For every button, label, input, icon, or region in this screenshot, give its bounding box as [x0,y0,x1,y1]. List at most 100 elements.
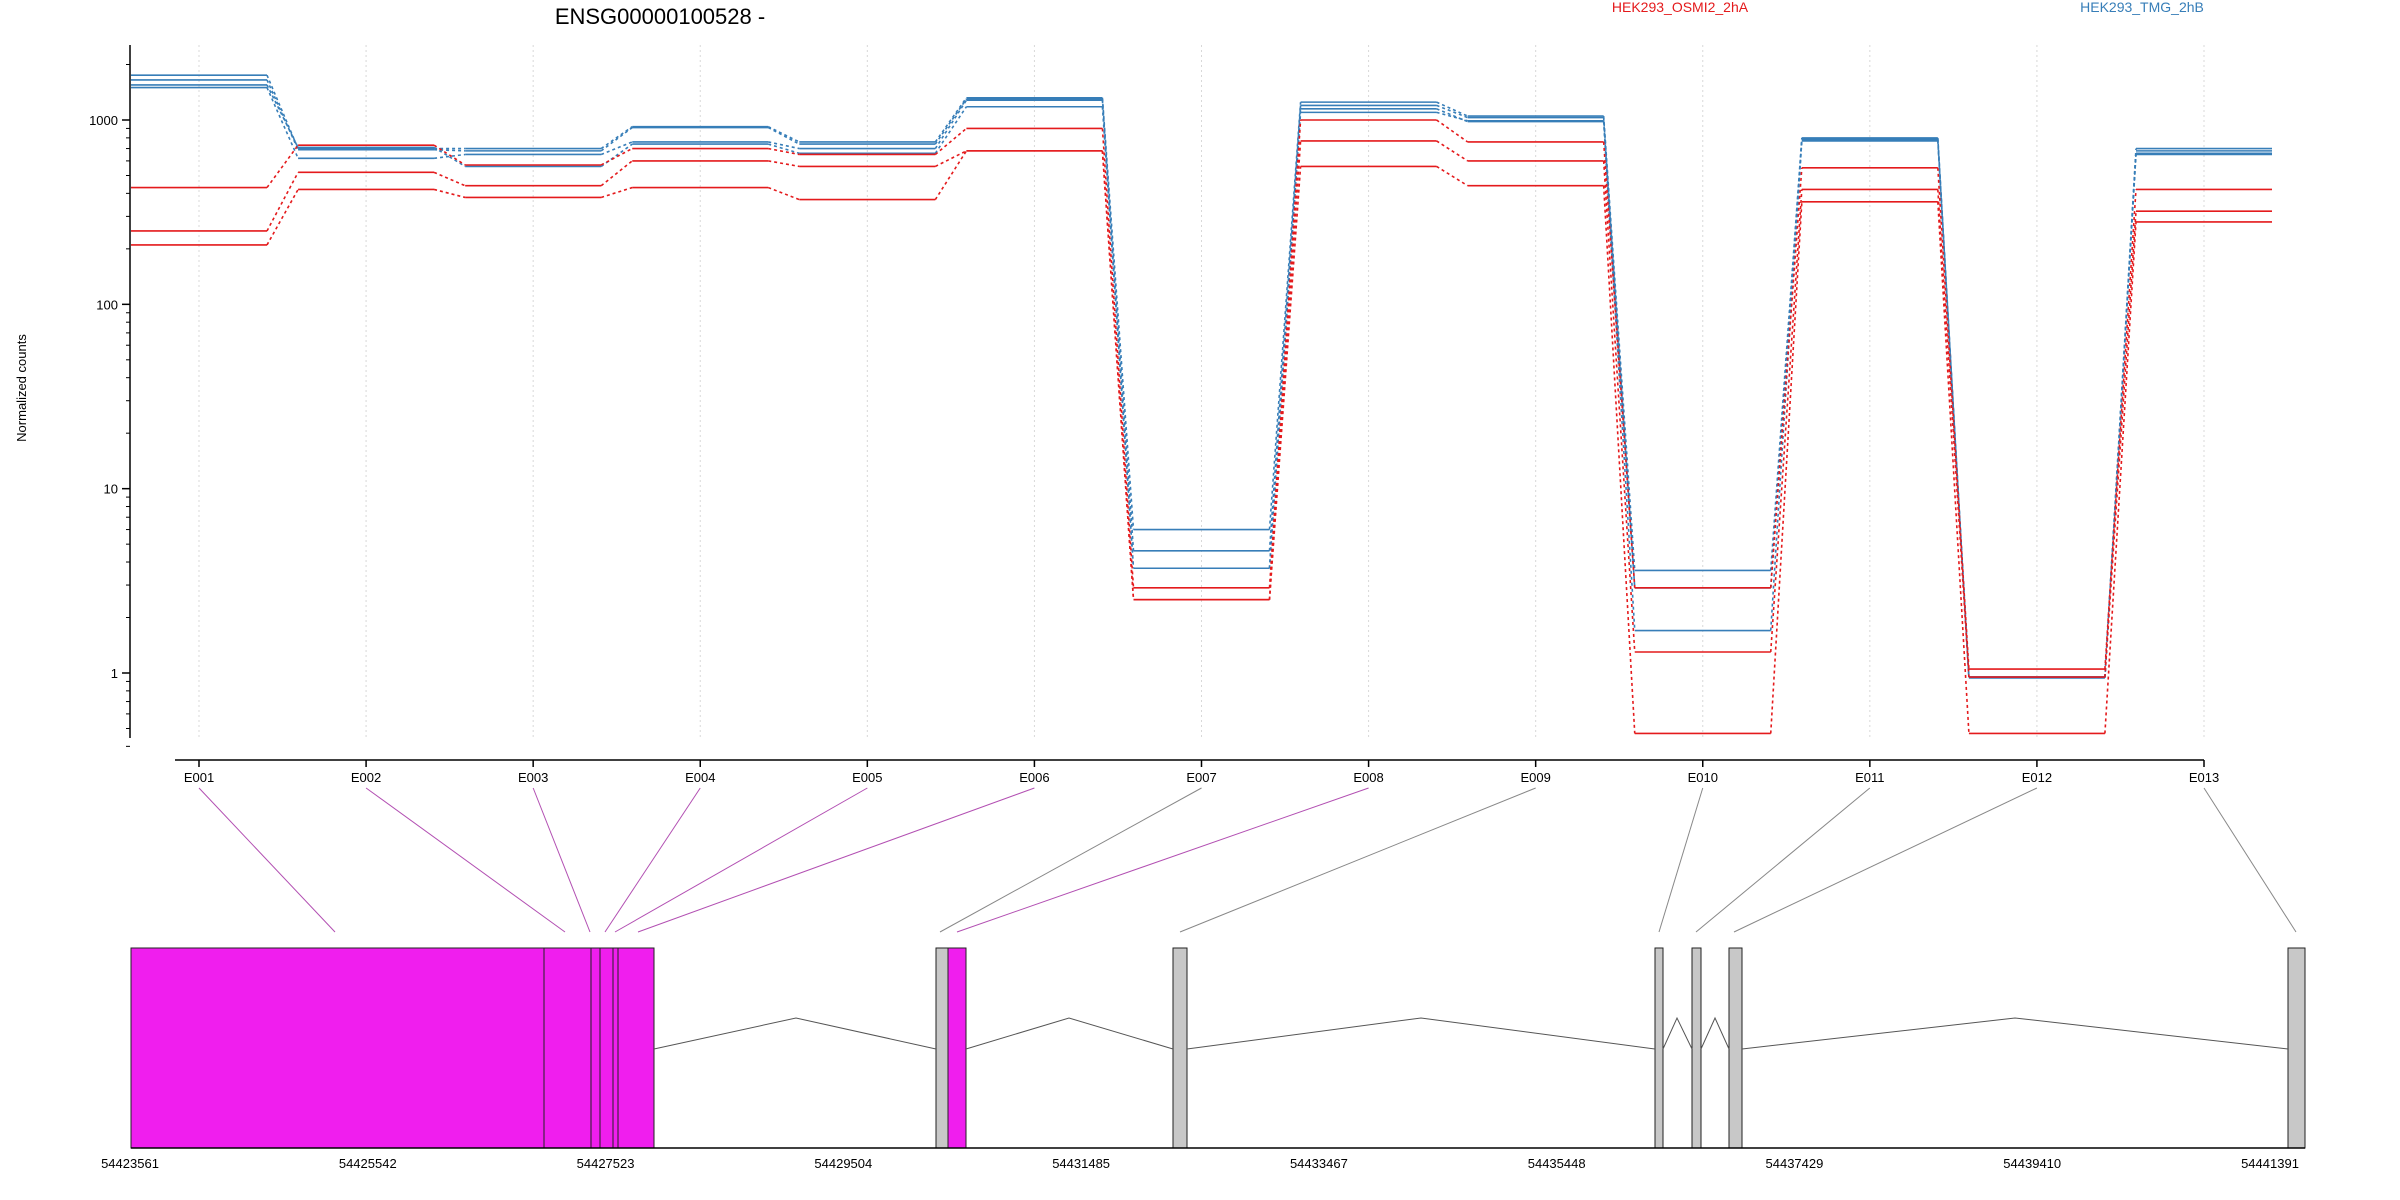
connector [2104,153,2137,679]
connector [1769,201,1803,734]
connector [934,127,967,156]
connector [266,144,299,189]
connector [768,141,800,150]
exon-link [365,787,566,933]
genome-tick-label: 54423561 [101,1156,159,1171]
connector [433,171,466,187]
exon-box [543,947,592,1149]
series-lines [131,74,2272,735]
legend-entry-osmi2: HEK293_OSMI2_2hA [1612,0,1749,15]
connector [266,189,299,246]
x-tick-label: E009 [1520,770,1550,785]
x-axis: E001 E002 E003 E004 E005 E006 E007 E008 E009 E010… [175,759,2219,785]
exon-box [2287,947,2306,1149]
y-tick-label: 1000 [89,113,118,128]
x-tick-label: E013 [2189,770,2219,785]
connector [934,106,968,154]
intron-line [1700,1016,1730,1050]
x-tick-label: E007 [1186,770,1216,785]
connector [934,150,968,201]
genome-tick-label: 54427523 [577,1156,635,1171]
connector [1937,189,1970,678]
exon-link [956,787,1369,933]
x-tick-label: E006 [1019,770,1049,785]
connector [934,97,968,143]
connector [266,74,299,149]
connector [1268,112,1302,569]
connector [768,160,800,168]
x-tick-label: E002 [351,770,381,785]
x-tick-label: E005 [852,770,882,785]
genome-tick-label: 54439410 [2003,1156,2061,1171]
connector [1769,189,1803,653]
genome-tick-label: 54431485 [1052,1156,1110,1171]
connector [1436,111,1468,122]
exon-link-lines [198,787,2297,933]
connector [1101,97,1135,530]
x-tick-label: E003 [518,770,548,785]
exon-link [614,787,868,933]
chart-title: ENSG00000100528 - [555,4,765,29]
connector [266,79,299,151]
exon-link [604,787,701,933]
genome-tick-label: 54425542 [339,1156,397,1171]
intron-line [1741,1017,2289,1050]
gene-model [130,947,2306,1149]
exon-link [939,787,1202,933]
connector [600,143,633,168]
exon-box [617,947,655,1149]
connector [433,188,466,199]
intron-line [1662,1016,1693,1050]
connector [1436,119,1469,143]
exon-box [1691,947,1702,1149]
exon-link [1658,787,1704,933]
connector [1101,128,1135,588]
connector [767,186,800,201]
exon-box [612,947,619,1149]
connector [1436,165,1469,187]
exon-box [590,947,601,1149]
y-tick-label: 100 [96,297,118,312]
genome-tick-label: 54437429 [1766,1156,1824,1171]
exon-link [1733,787,2038,933]
exon-box [947,947,967,1149]
x-tick-label: E010 [1688,770,1718,785]
connector [1602,116,1636,571]
connector [433,146,466,168]
connector [266,87,299,159]
exon-box [935,947,949,1149]
exon-link [532,787,591,933]
genome-tick-label: 54429504 [814,1156,872,1171]
connector [768,147,800,156]
connector [1101,106,1135,569]
x-tick-label: E001 [184,770,214,785]
connector [1268,140,1302,600]
connector [600,126,633,150]
connector [1937,201,1970,734]
exon-box [1654,947,1664,1149]
connector [433,144,466,166]
y-axis-label: Normalized counts [14,334,29,442]
exon-link [198,787,336,933]
connector [1436,104,1468,119]
connector [1436,108,1468,123]
exon-box [599,947,614,1149]
exon-link [1179,787,1536,933]
intron-line [1186,1017,1656,1050]
connector [433,153,466,160]
connector [1602,141,1636,588]
series-line [131,119,2272,670]
exon-link [2203,787,2297,933]
y-tick-label: 1 [111,666,118,681]
legend-entry-tmg: HEK293_TMG_2hB [2080,0,2204,15]
x-tick-label: E008 [1353,770,1383,785]
connector [768,143,800,155]
connector [767,126,800,145]
connector [1268,166,1302,600]
connector [767,125,800,143]
y-axis: 1 10 100 1000 [89,45,131,747]
exon-box [1172,947,1188,1149]
intron-line [653,1017,937,1050]
connector [1602,185,1636,734]
